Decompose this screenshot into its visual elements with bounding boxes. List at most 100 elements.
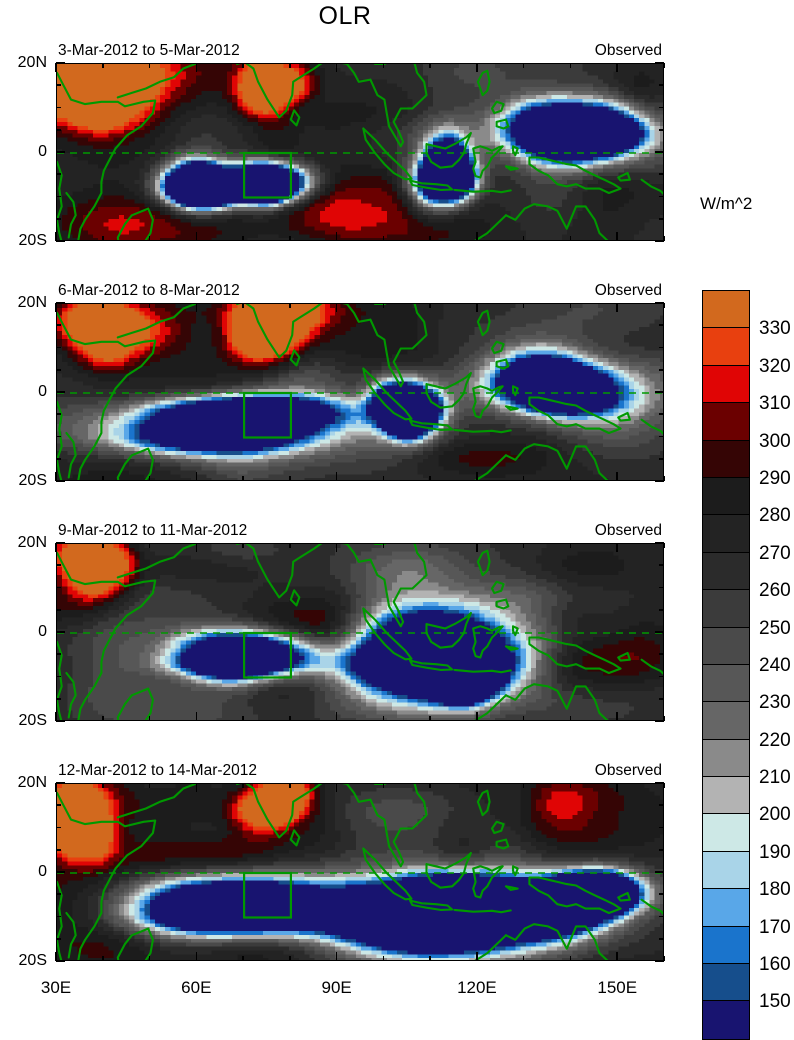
y-tick-label: 0 <box>38 383 47 401</box>
x-tick-minor <box>102 236 104 241</box>
y-tick-label: 20N <box>18 54 47 72</box>
y-tick-minor <box>56 218 61 220</box>
x-tick-major <box>196 712 198 721</box>
panel-source-label: Observed <box>595 42 662 60</box>
x-tick-major <box>55 952 57 961</box>
olr-contour-map <box>56 543 664 721</box>
x-tick-major <box>196 783 198 792</box>
colorbar-swatch: 290 <box>703 441 749 478</box>
x-tick-major <box>616 63 618 72</box>
y-tick-minor <box>659 653 664 655</box>
colorbar-tick-label: 170 <box>759 917 791 939</box>
x-tick-minor <box>663 783 665 788</box>
x-tick-minor <box>242 543 244 548</box>
x-tick-minor <box>429 956 431 961</box>
y-tick-label: 20N <box>18 774 47 792</box>
x-tick-minor <box>570 236 572 241</box>
x-tick-minor <box>242 956 244 961</box>
x-tick-minor <box>663 716 665 721</box>
x-tick-minor <box>242 303 244 308</box>
x-tick-minor <box>429 476 431 481</box>
y-tick-minor <box>659 107 664 109</box>
y-tick-label: 0 <box>38 143 47 161</box>
colorbar-tick-label: 220 <box>759 730 791 752</box>
x-tick-major <box>55 303 57 312</box>
x-tick-major <box>336 472 338 481</box>
y-tick-minor <box>659 218 664 220</box>
y-tick-minor <box>56 916 61 918</box>
x-tick-major <box>55 712 57 721</box>
x-tick-major <box>476 783 478 792</box>
y-tick-minor <box>56 804 61 806</box>
x-tick-major <box>336 303 338 312</box>
x-tick-major <box>55 543 57 552</box>
x-tick-minor <box>570 543 572 548</box>
x-tick-major <box>616 543 618 552</box>
olr-contour-map <box>56 63 664 241</box>
y-tick-minor <box>659 564 664 566</box>
colorbar-tick-label: 280 <box>759 505 791 527</box>
x-tick-minor <box>663 303 665 308</box>
x-tick-minor <box>570 716 572 721</box>
x-tick-major <box>616 783 618 792</box>
x-tick-minor <box>102 303 104 308</box>
y-tick-label: 20N <box>18 294 47 312</box>
figure-title: OLR <box>0 2 690 31</box>
y-tick-minor <box>56 609 61 611</box>
x-tick-minor <box>383 303 385 308</box>
x-tick-minor <box>383 236 385 241</box>
x-tick-minor <box>289 956 291 961</box>
colorbar-tick-label: 200 <box>759 804 791 826</box>
x-tick-major <box>336 63 338 72</box>
y-tick-label: 20S <box>19 232 47 250</box>
colorbar-tick-label: 250 <box>759 618 791 640</box>
x-tick-minor <box>570 956 572 961</box>
x-tick-minor <box>289 543 291 548</box>
y-tick-major <box>56 480 65 482</box>
colorbar-swatch <box>703 1001 749 1038</box>
y-tick-major <box>56 542 65 544</box>
y-tick-label: 0 <box>38 623 47 641</box>
y-tick-minor <box>56 196 61 198</box>
colorbar-tick-label: 320 <box>759 356 791 378</box>
x-tick-major <box>196 63 198 72</box>
y-tick-minor <box>56 173 61 175</box>
y-tick-minor <box>659 587 664 589</box>
x-tick-minor <box>523 716 525 721</box>
x-tick-minor <box>523 476 525 481</box>
colorbar-swatch: 200 <box>703 777 749 814</box>
colorbar-swatch: 330 <box>703 291 749 328</box>
x-tick-minor <box>383 783 385 788</box>
colorbar-swatch: 300 <box>703 403 749 440</box>
x-tick-minor <box>663 63 665 68</box>
x-tick-major <box>616 472 618 481</box>
y-tick-minor <box>56 129 61 131</box>
x-tick-major <box>55 63 57 72</box>
x-tick-minor <box>523 543 525 548</box>
x-tick-major <box>196 232 198 241</box>
x-tick-minor <box>523 783 525 788</box>
y-tick-minor <box>659 938 664 940</box>
x-tick-minor <box>289 716 291 721</box>
x-tick-minor <box>663 956 665 961</box>
colorbar-swatch: 220 <box>703 702 749 739</box>
colorbar-swatch: 180 <box>703 852 749 889</box>
x-tick-major <box>336 712 338 721</box>
x-tick-major <box>336 232 338 241</box>
colorbar-swatch: 210 <box>703 740 749 777</box>
colorbar-swatch: 240 <box>703 628 749 665</box>
x-tick-minor <box>149 63 151 68</box>
y-tick-minor <box>659 804 664 806</box>
y-tick-minor <box>659 324 664 326</box>
colorbar-tick-label: 210 <box>759 767 791 789</box>
colorbar-tick-label: 180 <box>759 879 791 901</box>
x-tick-minor <box>149 956 151 961</box>
colorbar-tick-label: 150 <box>759 991 791 1013</box>
x-tick-minor <box>523 303 525 308</box>
x-tick-minor <box>102 783 104 788</box>
y-tick-minor <box>56 698 61 700</box>
x-tick-minor <box>570 63 572 68</box>
